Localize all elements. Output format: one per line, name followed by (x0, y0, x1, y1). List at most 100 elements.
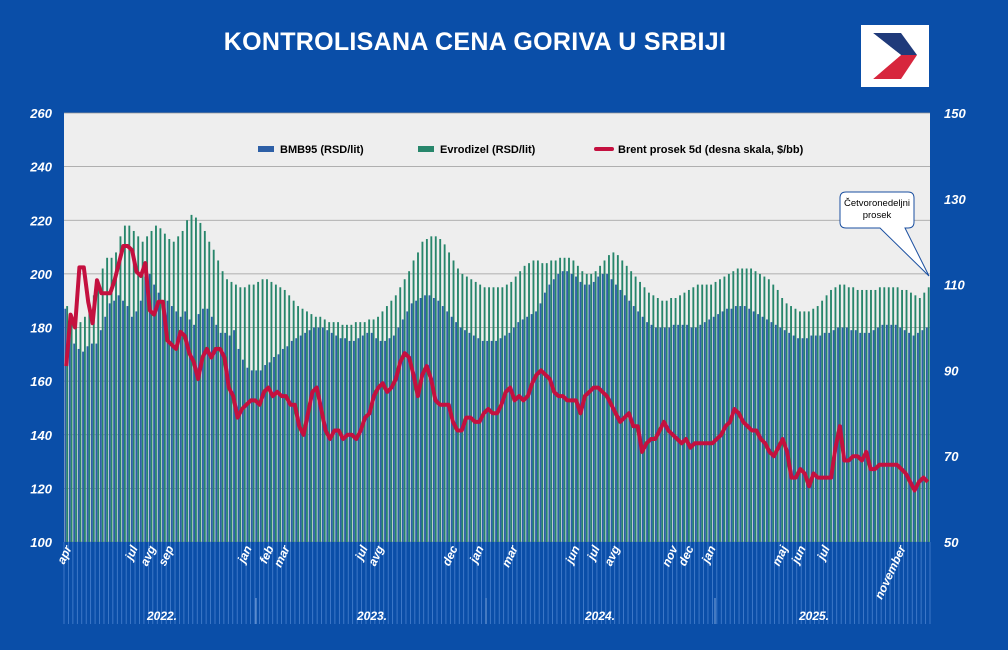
bar-bmb95 (250, 370, 253, 542)
bar-bmb95 (699, 324, 702, 542)
bar-evrodizel (528, 263, 530, 542)
bar-bmb95 (273, 356, 275, 542)
bar-bmb95 (170, 306, 173, 542)
bar-evrodizel (679, 295, 681, 542)
bar-bmb95 (290, 340, 293, 542)
bar-bmb95 (894, 324, 897, 542)
bar-evrodizel (163, 233, 166, 542)
bar-bmb95 (925, 327, 928, 542)
bar-bmb95 (504, 335, 506, 542)
bar-evrodizel (599, 265, 602, 542)
bar-evrodizel (634, 276, 637, 542)
right-tick-label: 70 (944, 449, 959, 464)
bar-bmb95 (308, 330, 311, 542)
bar-bmb95 (597, 276, 600, 542)
bar-bmb95 (241, 359, 244, 542)
bar-bmb95 (739, 306, 742, 542)
bar-evrodizel (621, 260, 624, 542)
bar-bmb95 (321, 327, 324, 542)
bar-bmb95 (401, 319, 404, 542)
bar-evrodizel (301, 308, 304, 542)
bar-evrodizel (88, 308, 91, 542)
bar-bmb95 (517, 322, 520, 542)
bar-bmb95 (353, 340, 355, 542)
bar-evrodizel (883, 287, 886, 542)
bar-bmb95 (845, 327, 848, 542)
bar-bmb95 (108, 303, 111, 542)
bar-evrodizel (128, 225, 131, 543)
bar-evrodizel (314, 316, 317, 542)
bar-bmb95 (792, 335, 795, 542)
bar-evrodizel (123, 225, 126, 543)
bar-evrodizel (701, 284, 704, 542)
bar-bmb95 (464, 330, 466, 542)
bar-bmb95 (410, 303, 413, 542)
bar-evrodizel (146, 236, 149, 542)
bar-bmb95 (530, 314, 533, 542)
bar-evrodizel (363, 322, 366, 542)
bar-evrodizel (208, 241, 211, 542)
bar-bmb95 (450, 316, 453, 542)
bar-evrodizel (852, 287, 855, 542)
bar-evrodizel (625, 265, 628, 542)
bar-evrodizel (390, 300, 393, 542)
bar-bmb95 (819, 335, 822, 542)
bar-evrodizel (221, 271, 224, 542)
year-label: 2025. (798, 609, 829, 623)
bar-bmb95 (681, 324, 684, 542)
bar-bmb95 (601, 273, 604, 542)
brent-line (64, 244, 930, 493)
bar-bmb95 (521, 319, 524, 542)
year-label: 2024. (584, 609, 615, 623)
bar-evrodizel (439, 239, 442, 543)
bar-bmb95 (259, 370, 262, 542)
bar-evrodizel (776, 289, 779, 542)
bar-bmb95 (486, 340, 489, 542)
bar-evrodizel (559, 257, 562, 542)
bar-bmb95 (646, 322, 648, 542)
bar-evrodizel (914, 295, 917, 542)
bar-bmb95 (455, 322, 458, 542)
bar-bmb95 (717, 314, 720, 542)
logo-mark-icon (873, 33, 917, 79)
right-tick-label: 90 (944, 363, 959, 378)
bar-evrodizel (470, 279, 473, 542)
bar-evrodizel (261, 279, 264, 542)
bar-bmb95 (663, 327, 666, 542)
bar-evrodizel (328, 322, 331, 542)
bar-bmb95 (677, 324, 680, 542)
bar-bmb95 (823, 332, 826, 542)
bar-evrodizel (887, 287, 890, 542)
bar-bmb95 (144, 276, 147, 542)
bar-bmb95 (441, 306, 444, 542)
callout-line-2: prosek (863, 210, 892, 221)
bar-bmb95 (415, 300, 418, 542)
bar-evrodizel (243, 287, 246, 542)
bar-evrodizel (892, 287, 895, 542)
bar-evrodizel (603, 260, 606, 542)
bar-evrodizel (830, 289, 832, 542)
bar-bmb95 (881, 324, 884, 542)
bar-bmb95 (712, 316, 715, 542)
bar-bmb95 (446, 311, 449, 542)
bar-bmb95 (113, 300, 116, 542)
callout-line-1: Četvoronedeljni (844, 198, 910, 209)
bar-evrodizel (918, 298, 921, 542)
bar-evrodizel (425, 239, 428, 543)
bar-bmb95 (477, 338, 480, 542)
bar-evrodizel (772, 284, 775, 542)
bar-evrodizel (141, 241, 144, 542)
bar-evrodizel (510, 281, 513, 542)
bar-evrodizel (696, 284, 699, 542)
bar-bmb95 (286, 346, 289, 542)
bar-evrodizel (288, 295, 291, 542)
bar-bmb95 (481, 340, 484, 542)
bar-bmb95 (361, 335, 364, 542)
bar-bmb95 (832, 330, 835, 542)
month-label: feb (256, 543, 276, 565)
bar-evrodizel (199, 222, 202, 542)
bar-evrodizel (856, 289, 859, 542)
bar-bmb95 (575, 276, 577, 542)
bar-evrodizel (550, 260, 553, 542)
bar-evrodizel (283, 289, 286, 542)
